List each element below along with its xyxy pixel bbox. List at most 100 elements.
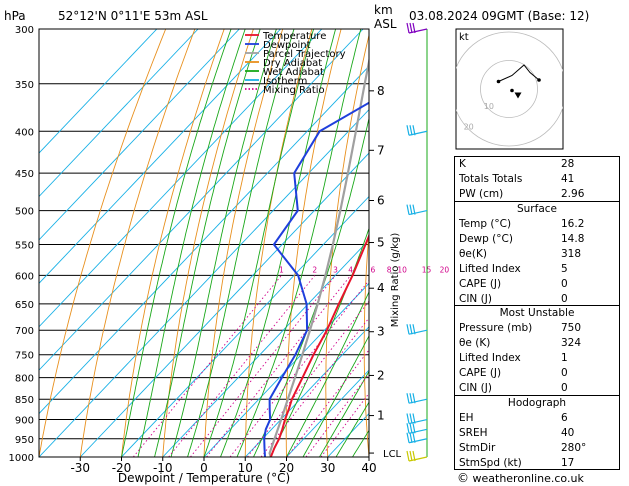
surface-row: θe(K) 318 — [455, 247, 619, 262]
wind-barb-feather — [412, 413, 416, 424]
surface-value: 318 — [561, 248, 582, 260]
wet-adiabat — [121, 29, 232, 457]
height-tick-label: 6 — [377, 193, 385, 207]
surface-label: Temp (°C) — [459, 218, 512, 230]
most-unstable-value: 1 — [561, 352, 568, 364]
temperature-line — [269, 233, 369, 457]
surface-label: CAPE (J) — [459, 278, 502, 290]
surface-label: CIN (J) — [459, 293, 492, 305]
mixing-ratio-line — [206, 275, 352, 457]
wind-barb-feather — [406, 423, 410, 434]
wind-barb-feather — [412, 450, 416, 462]
footer: © weatheronline.co.uk — [457, 471, 584, 485]
hodograph-point — [510, 88, 514, 93]
hodograph-ring — [480, 60, 538, 118]
hodograph-units: kt — [459, 32, 469, 43]
temperature-tick-label: 20 — [279, 461, 294, 475]
wind-barb-feather — [412, 22, 416, 34]
location-title: 52°12'N 0°11'E 53m ASL — [58, 9, 208, 23]
wind-barb-feather — [412, 393, 416, 404]
hodograph-stat-value: 6 — [561, 412, 568, 424]
wind-barb-feather — [406, 393, 410, 404]
most-unstable-row: CAPE (J) 0 — [455, 366, 619, 381]
height-axis: 8 7 6 5 4 3 2 1 LCL — [369, 84, 402, 460]
mixing-ratio-line — [190, 275, 336, 457]
units-hpa: hPa — [4, 9, 26, 23]
mixing-ratio-label: 20 — [440, 265, 450, 274]
index-label: K — [459, 158, 466, 170]
mixing-ratio-line — [168, 275, 316, 457]
pressure-tick-label: 850 — [15, 395, 34, 406]
pressure-tick-label: 800 — [15, 374, 34, 385]
hodograph-stat-label: StmDir — [459, 442, 496, 454]
units-km: km — [374, 3, 393, 17]
pressure-tick-label: 500 — [15, 207, 34, 218]
wind-barb — [406, 413, 428, 425]
parcel-trajectory-line — [268, 56, 369, 457]
index-value: 2.96 — [561, 188, 585, 200]
surface-row: Dewp (°C) 14.8 — [455, 232, 619, 247]
pressure-tick-label: 700 — [15, 326, 34, 337]
hodograph-point — [496, 79, 501, 84]
mixing-ratio-labels: 12346810152025 — [279, 265, 463, 274]
surface-title: Surface — [516, 203, 557, 215]
isotherm — [286, 369, 369, 457]
surface-value: 16.2 — [561, 218, 585, 230]
mixing-ratio-line — [229, 279, 369, 457]
hodograph-stat-row: StmDir 280° — [455, 441, 619, 456]
lcl-label: LCL — [383, 449, 402, 460]
index-row: Totals Totals 41 — [455, 172, 619, 187]
pressure-tick-label: 1000 — [9, 453, 34, 464]
surface-row: Temp (°C) 16.2 — [455, 217, 619, 232]
wind-barb-feather — [412, 324, 416, 335]
wind-barb-feather — [409, 423, 413, 434]
most-unstable-row: Lifted Index 1 — [455, 351, 619, 366]
mixing-ratio-label: 8 — [387, 265, 392, 274]
dry-adiabat — [401, 29, 429, 457]
most-unstable-value: 0 — [561, 382, 568, 394]
wet-adiabat — [187, 29, 295, 457]
dry-adiabat — [363, 227, 369, 457]
hodograph-stat-row: SREH 40 — [455, 426, 619, 441]
isotherm — [39, 29, 281, 284]
legend-label: Isotherm — [263, 76, 307, 87]
wind-barb — [406, 423, 428, 434]
wind-barb-feather — [409, 22, 413, 34]
wind-barb-feather — [409, 450, 413, 462]
wind-barb-feather — [406, 413, 410, 424]
most-unstable-label: CAPE (J) — [459, 367, 502, 379]
temperature-tick-label: 10 — [238, 461, 253, 475]
legend-label: Mixing Ratio — [263, 85, 325, 96]
isotherm — [39, 29, 323, 328]
wind-barbs — [406, 22, 428, 462]
wind-barb-feather — [412, 125, 416, 136]
isotherm — [39, 108, 369, 457]
legend-label: Temperature — [262, 31, 326, 42]
x-axis-label: Dewpoint / Temperature (°C) — [118, 471, 290, 485]
surface-row: Lifted Index 5 — [455, 262, 619, 277]
pressure-tick-label: 650 — [15, 300, 34, 311]
mixing-ratio-label: 10 — [397, 265, 407, 274]
legend-label: Dry Adiabat — [263, 58, 322, 69]
dry-adiabat — [79, 29, 196, 457]
hodograph-frame — [455, 28, 564, 150]
most-unstable-value: 324 — [561, 337, 582, 349]
most-unstable-label: θe (K) — [459, 337, 491, 349]
hodograph-stat-value: 280° — [561, 442, 587, 454]
wind-barb — [406, 22, 428, 34]
pressure-tick-label: 750 — [15, 351, 34, 362]
surface-label: Lifted Index — [459, 263, 521, 275]
pressure-tick-label: 400 — [15, 127, 34, 138]
height-tick-label: 5 — [377, 236, 385, 250]
hodograph-panel: Hodograph EH 6 SREH 40 StmDir 280° StmSpd (kt)… — [454, 395, 620, 470]
wind-barb-feather — [409, 432, 413, 443]
mixing-ratio-line — [247, 300, 369, 457]
legend-label: Parcel Trajectory — [263, 49, 346, 60]
wet-adiabat — [236, 29, 362, 457]
hodograph-stat-row: EH 6 — [455, 411, 619, 426]
wind-barb-feather — [406, 432, 410, 443]
height-tick-label: 8 — [377, 84, 385, 98]
site-credit[interactable]: weatheronline.co.uk — [472, 472, 584, 485]
